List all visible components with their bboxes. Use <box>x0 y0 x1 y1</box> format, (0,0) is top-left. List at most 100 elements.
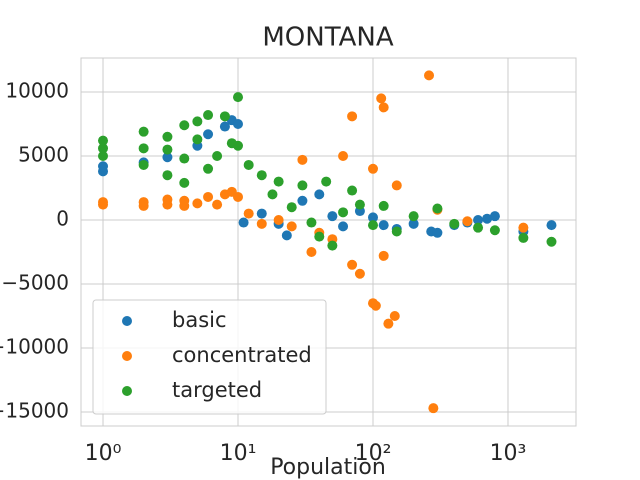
point <box>462 216 473 227</box>
point <box>518 232 529 243</box>
point <box>98 150 109 161</box>
point <box>449 218 460 229</box>
x-tick-label: 10² <box>355 441 392 466</box>
legend-marker <box>122 386 132 396</box>
legend-label: targeted <box>172 378 262 402</box>
point <box>327 211 338 222</box>
point <box>354 268 365 279</box>
point <box>273 214 284 225</box>
legend-label: basic <box>172 308 227 332</box>
point <box>327 240 338 251</box>
point <box>98 143 109 154</box>
y-tick-label: −15000 <box>0 398 69 422</box>
point <box>391 180 402 191</box>
point <box>203 129 214 140</box>
point <box>424 70 435 81</box>
point <box>338 150 349 161</box>
point <box>314 189 325 200</box>
point <box>489 211 500 222</box>
point <box>212 150 223 161</box>
point <box>98 197 109 208</box>
x-axis-label: Population <box>270 455 386 480</box>
y-tick-label: −5000 <box>1 270 69 294</box>
point <box>138 143 149 154</box>
point <box>286 221 297 232</box>
x-tick-label: 10³ <box>490 441 527 466</box>
plot-frame <box>80 57 577 427</box>
x-tick-label: 10⁰ <box>85 441 122 466</box>
point <box>378 250 389 261</box>
point <box>138 159 149 170</box>
legend-marker <box>122 316 132 326</box>
point <box>321 176 332 187</box>
point <box>286 202 297 213</box>
point <box>367 212 378 223</box>
point <box>347 259 358 270</box>
point <box>219 121 230 132</box>
point <box>243 208 254 219</box>
point <box>306 217 317 228</box>
point <box>138 126 149 137</box>
point <box>489 225 500 236</box>
point <box>179 195 190 206</box>
point <box>306 246 317 257</box>
x-tick-label: 10¹ <box>220 441 257 466</box>
point <box>256 208 267 219</box>
point <box>233 191 244 202</box>
point <box>192 134 203 145</box>
point <box>432 203 443 214</box>
point <box>546 236 557 247</box>
point <box>267 189 278 200</box>
point <box>192 198 203 209</box>
point <box>273 176 284 187</box>
point <box>256 218 267 229</box>
chart-title: MONTANA <box>262 23 393 53</box>
point <box>162 152 173 163</box>
point <box>233 140 244 151</box>
point <box>203 110 214 121</box>
point <box>203 163 214 174</box>
point <box>179 153 190 164</box>
point <box>98 135 109 146</box>
point <box>367 220 378 231</box>
legend-marker <box>122 351 132 361</box>
point <box>233 118 244 129</box>
y-tick-label: −10000 <box>0 334 69 358</box>
point <box>378 102 389 113</box>
point <box>518 222 529 233</box>
point <box>297 195 308 206</box>
point <box>378 220 389 231</box>
point <box>179 120 190 131</box>
point <box>162 170 173 181</box>
point <box>179 177 190 188</box>
point <box>256 170 267 181</box>
point <box>389 310 400 321</box>
point <box>281 230 292 241</box>
point <box>473 222 484 233</box>
point <box>383 318 394 329</box>
point <box>98 161 109 172</box>
legend-box <box>92 299 327 415</box>
y-tick-label: 0 <box>56 206 69 230</box>
point <box>243 159 254 170</box>
point <box>408 211 419 222</box>
point <box>391 226 402 237</box>
point <box>338 207 349 218</box>
legend-label: concentrated <box>172 343 312 367</box>
point <box>162 194 173 205</box>
point <box>367 163 378 174</box>
point <box>376 93 387 104</box>
point <box>192 116 203 127</box>
point <box>347 185 358 196</box>
point <box>338 221 349 232</box>
point <box>314 231 325 242</box>
point <box>408 218 419 229</box>
y-tick-label: 5000 <box>18 142 69 166</box>
point <box>378 200 389 211</box>
point <box>138 197 149 208</box>
point <box>233 92 244 103</box>
point <box>238 217 249 228</box>
point <box>219 111 230 122</box>
